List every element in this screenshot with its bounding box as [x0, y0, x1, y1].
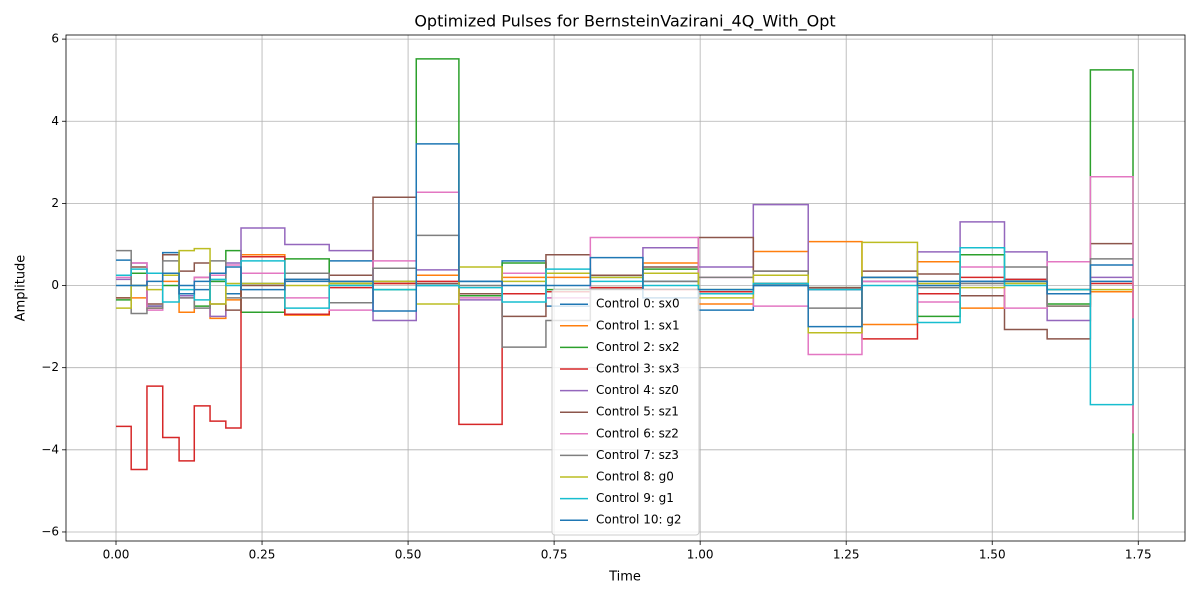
- legend-label: Control 8: g0: [596, 470, 674, 484]
- y-tick-label: −6: [41, 524, 59, 538]
- legend-label: Control 1: sx1: [596, 318, 680, 332]
- legend-box: [551, 288, 700, 536]
- y-tick-label: −2: [41, 360, 59, 374]
- x-tick-label: 0.75: [541, 548, 568, 562]
- legend-label: Control 3: sx3: [596, 362, 680, 376]
- legend-label: Control 5: sz1: [596, 405, 679, 419]
- y-tick-label: 4: [51, 114, 59, 128]
- plot-frame: [65, 34, 1186, 542]
- x-tick-label: 0.50: [395, 548, 422, 562]
- legend: Control 0: sx0 Control 1: sx1 Control 2: s…: [551, 288, 700, 536]
- chart-title: Optimized Pulses for BernsteinVazirani_4…: [414, 12, 835, 32]
- x-tick-label: 0.25: [249, 548, 276, 562]
- series-line: [116, 143, 1134, 328]
- y-tick-label: 6: [51, 32, 59, 46]
- series-line: [116, 203, 1134, 322]
- y-tick-label: 2: [51, 196, 59, 210]
- legend-label: Control 4: sz0: [596, 383, 679, 397]
- x-axis-label: Time: [608, 570, 641, 585]
- x-tick-label: 0.00: [103, 548, 130, 562]
- legend-label: Control 10: g2: [596, 513, 682, 527]
- series-line: [116, 241, 1134, 334]
- x-tick-label: 1.00: [687, 548, 714, 562]
- legend-label: Control 7: sz3: [596, 448, 679, 462]
- x-tick-label: 1.25: [833, 548, 860, 562]
- legend-label: Control 0: sx0: [596, 297, 680, 311]
- x-tick-label: 1.50: [979, 548, 1006, 562]
- legend-label: Control 2: sx2: [596, 340, 680, 354]
- y-tick-label: −4: [41, 442, 59, 456]
- y-tick-label: 0: [51, 278, 59, 292]
- x-tick-label: 1.75: [1125, 548, 1152, 562]
- legend-label: Control 6: sz2: [596, 426, 679, 440]
- series-line: [116, 196, 1134, 340]
- legend-label: Control 9: g1: [596, 491, 674, 505]
- y-axis-label: Amplitude: [14, 255, 29, 322]
